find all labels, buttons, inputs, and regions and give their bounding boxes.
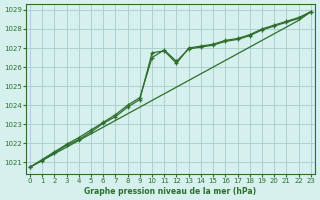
X-axis label: Graphe pression niveau de la mer (hPa): Graphe pression niveau de la mer (hPa) [84, 187, 256, 196]
